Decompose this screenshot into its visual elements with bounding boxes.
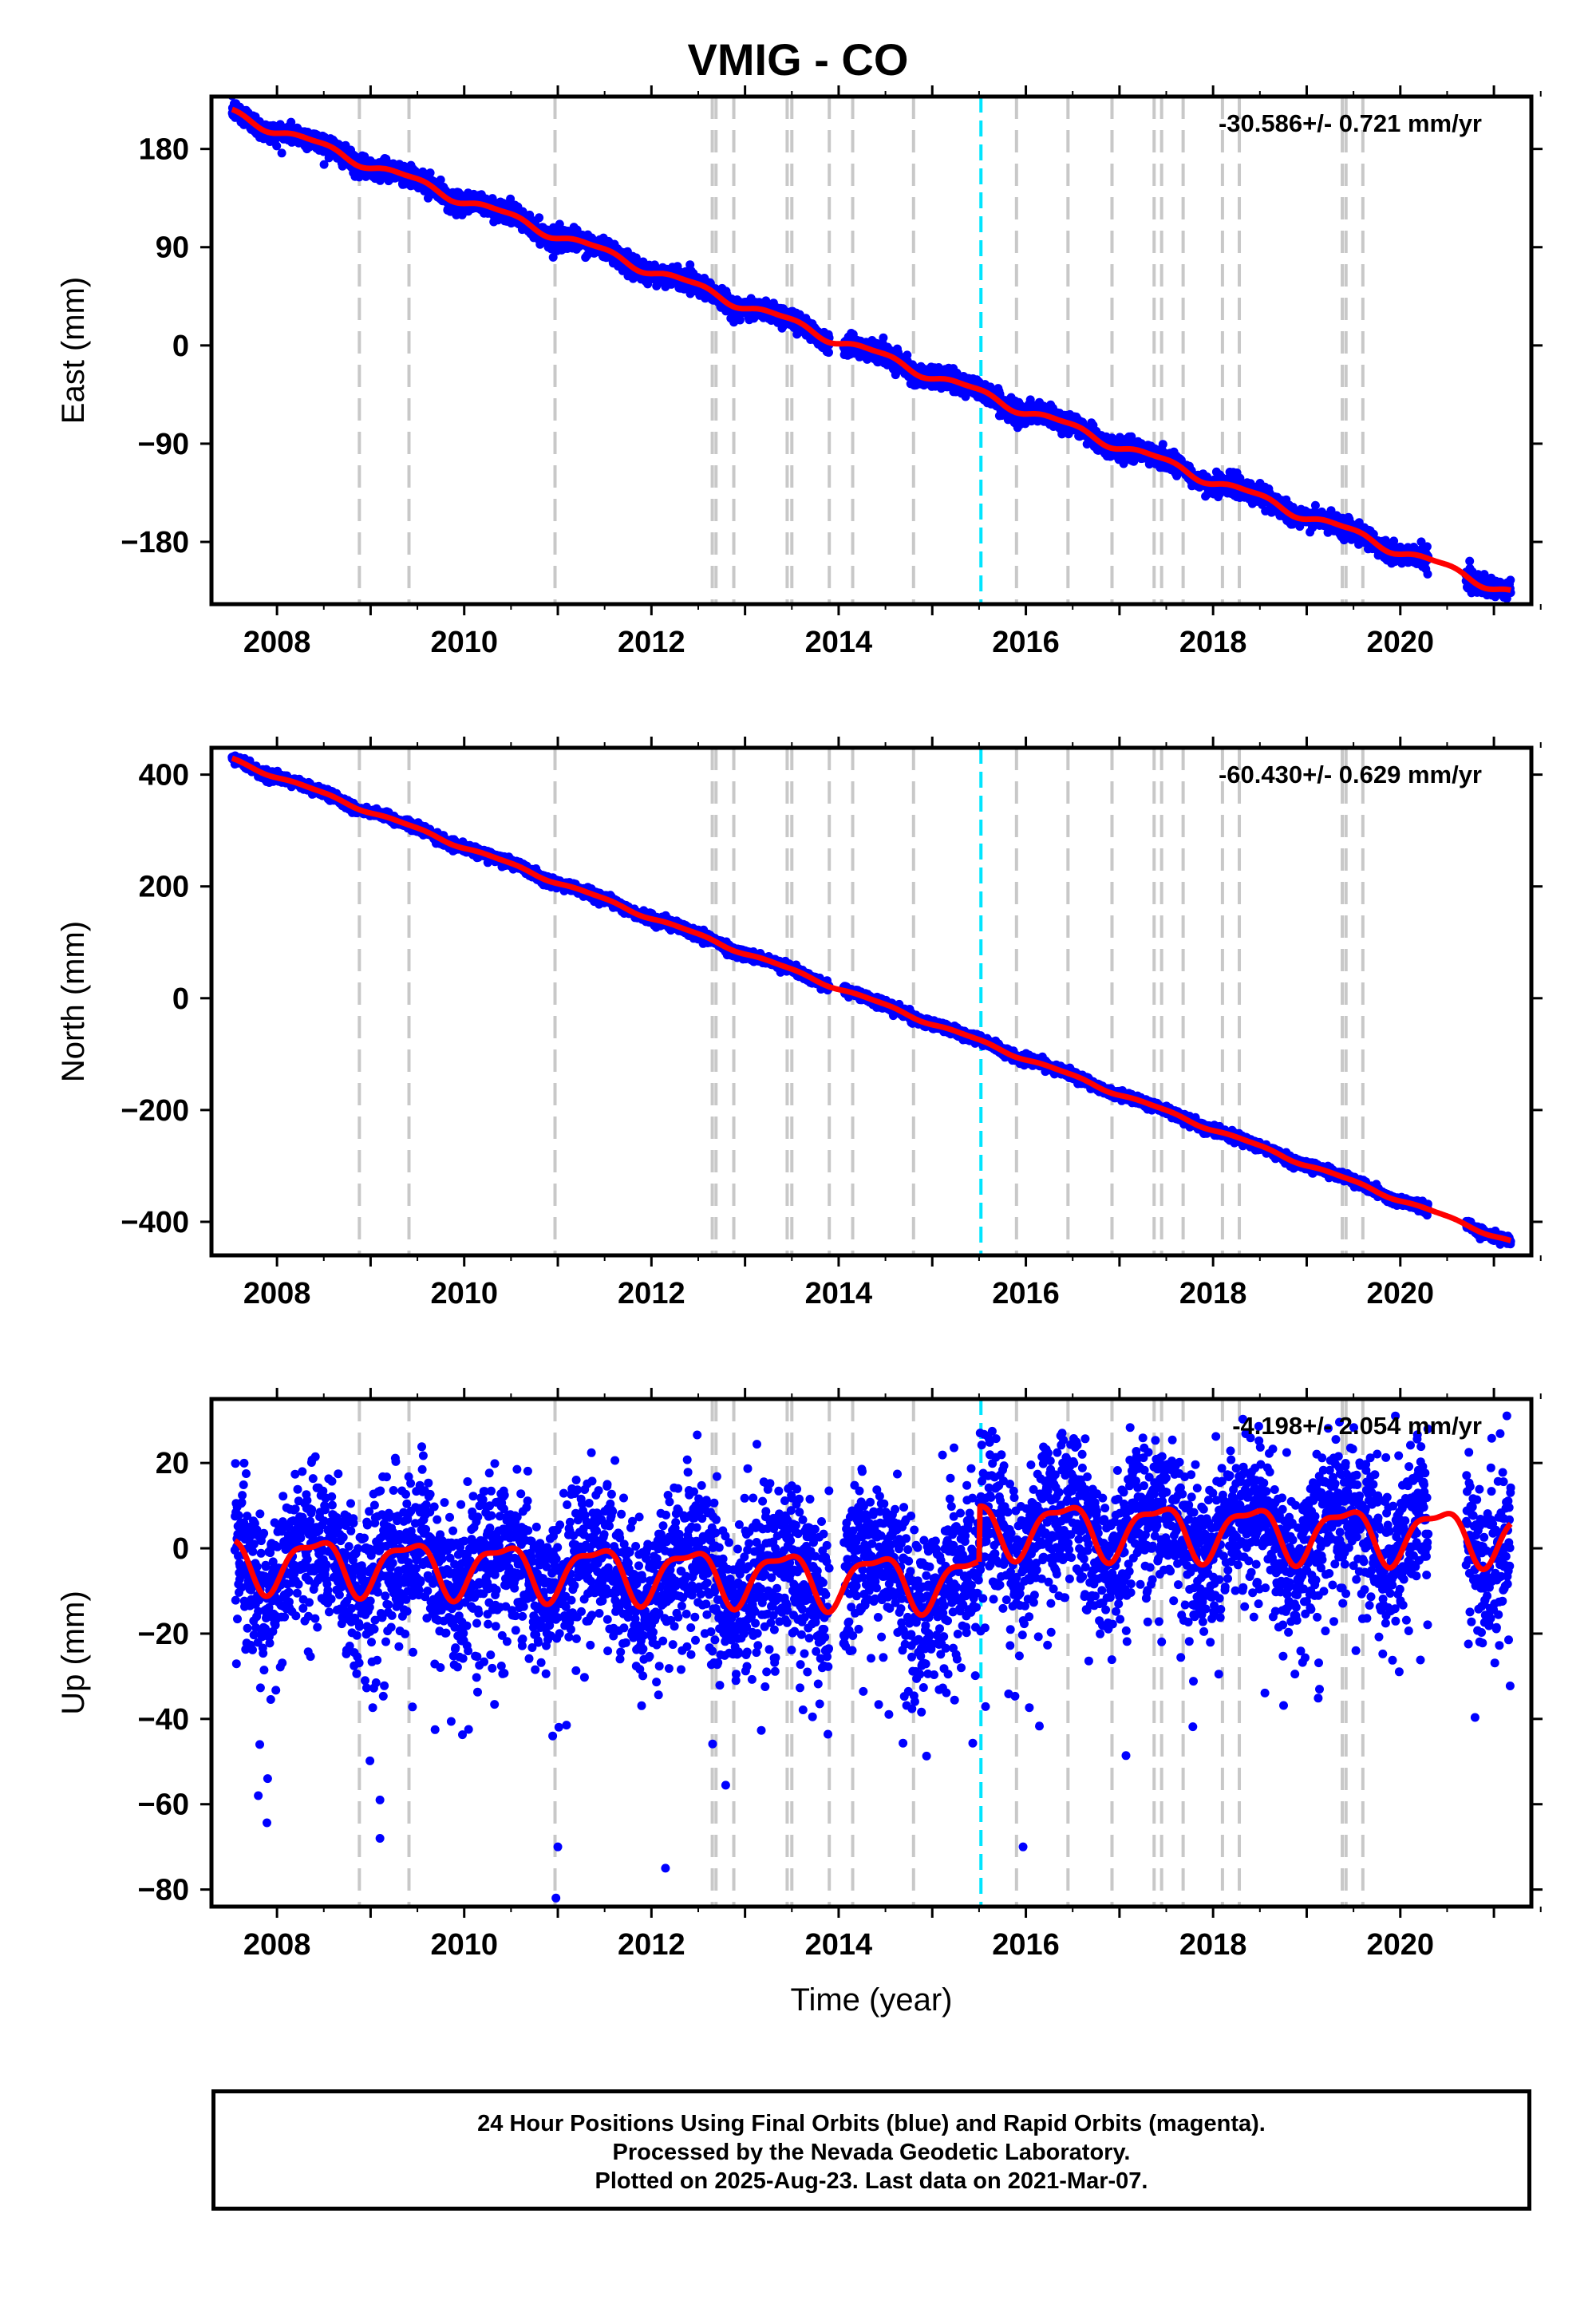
data-point: [1129, 456, 1139, 466]
data-point: [1025, 395, 1035, 405]
data-point: [1506, 575, 1515, 585]
data-point: [879, 333, 888, 342]
plot-area: [227, 748, 1515, 1255]
y-tick-label: 180: [139, 133, 189, 167]
page-title: VMIG - CO: [687, 34, 909, 85]
data-point: [1423, 569, 1432, 579]
x-tick-label: 2014: [805, 626, 873, 659]
data-point: [272, 141, 282, 151]
data-point: [555, 219, 564, 229]
data-point: [735, 315, 745, 325]
y-tick-label: −180: [120, 526, 189, 559]
data-point: [1422, 542, 1432, 551]
x-tick-label: 2010: [430, 626, 498, 659]
panel-1: 2008 2010 2012 2014 2016 2018 2020 180 90 0 −90 −18…: [56, 85, 1543, 659]
x-tick-label: 2020: [1366, 626, 1434, 659]
velocity-annotation: -30.586+/- 0.721 mm/yr: [1219, 109, 1482, 137]
data-point: [535, 213, 544, 223]
x-tick-label: 2012: [618, 626, 685, 659]
data-point: [548, 252, 558, 262]
data-point: [436, 175, 445, 184]
data-point: [319, 160, 329, 169]
data-point: [506, 194, 516, 204]
x-tick-label: 2016: [992, 626, 1060, 659]
data-point: [286, 117, 296, 127]
data-point: [1158, 440, 1167, 449]
y-axis-label: East (mm): [56, 277, 91, 424]
model-fit-line: [230, 106, 1513, 593]
data-point: [824, 348, 833, 358]
x-tick-label: 2018: [1179, 626, 1247, 659]
panel-2: 2008 2010 2012 2014 2016 2018 20204002000−200−…: [56, 737, 1543, 1310]
plot-area: [227, 97, 1515, 604]
y-tick-label: 0: [172, 330, 189, 363]
data-point: [425, 168, 435, 178]
data-point: [277, 148, 286, 158]
x-tick-label: 2008: [243, 626, 311, 659]
y-tick-label: 90: [156, 231, 189, 265]
data-point: [1310, 500, 1320, 510]
y-tick-label: −90: [138, 428, 189, 461]
